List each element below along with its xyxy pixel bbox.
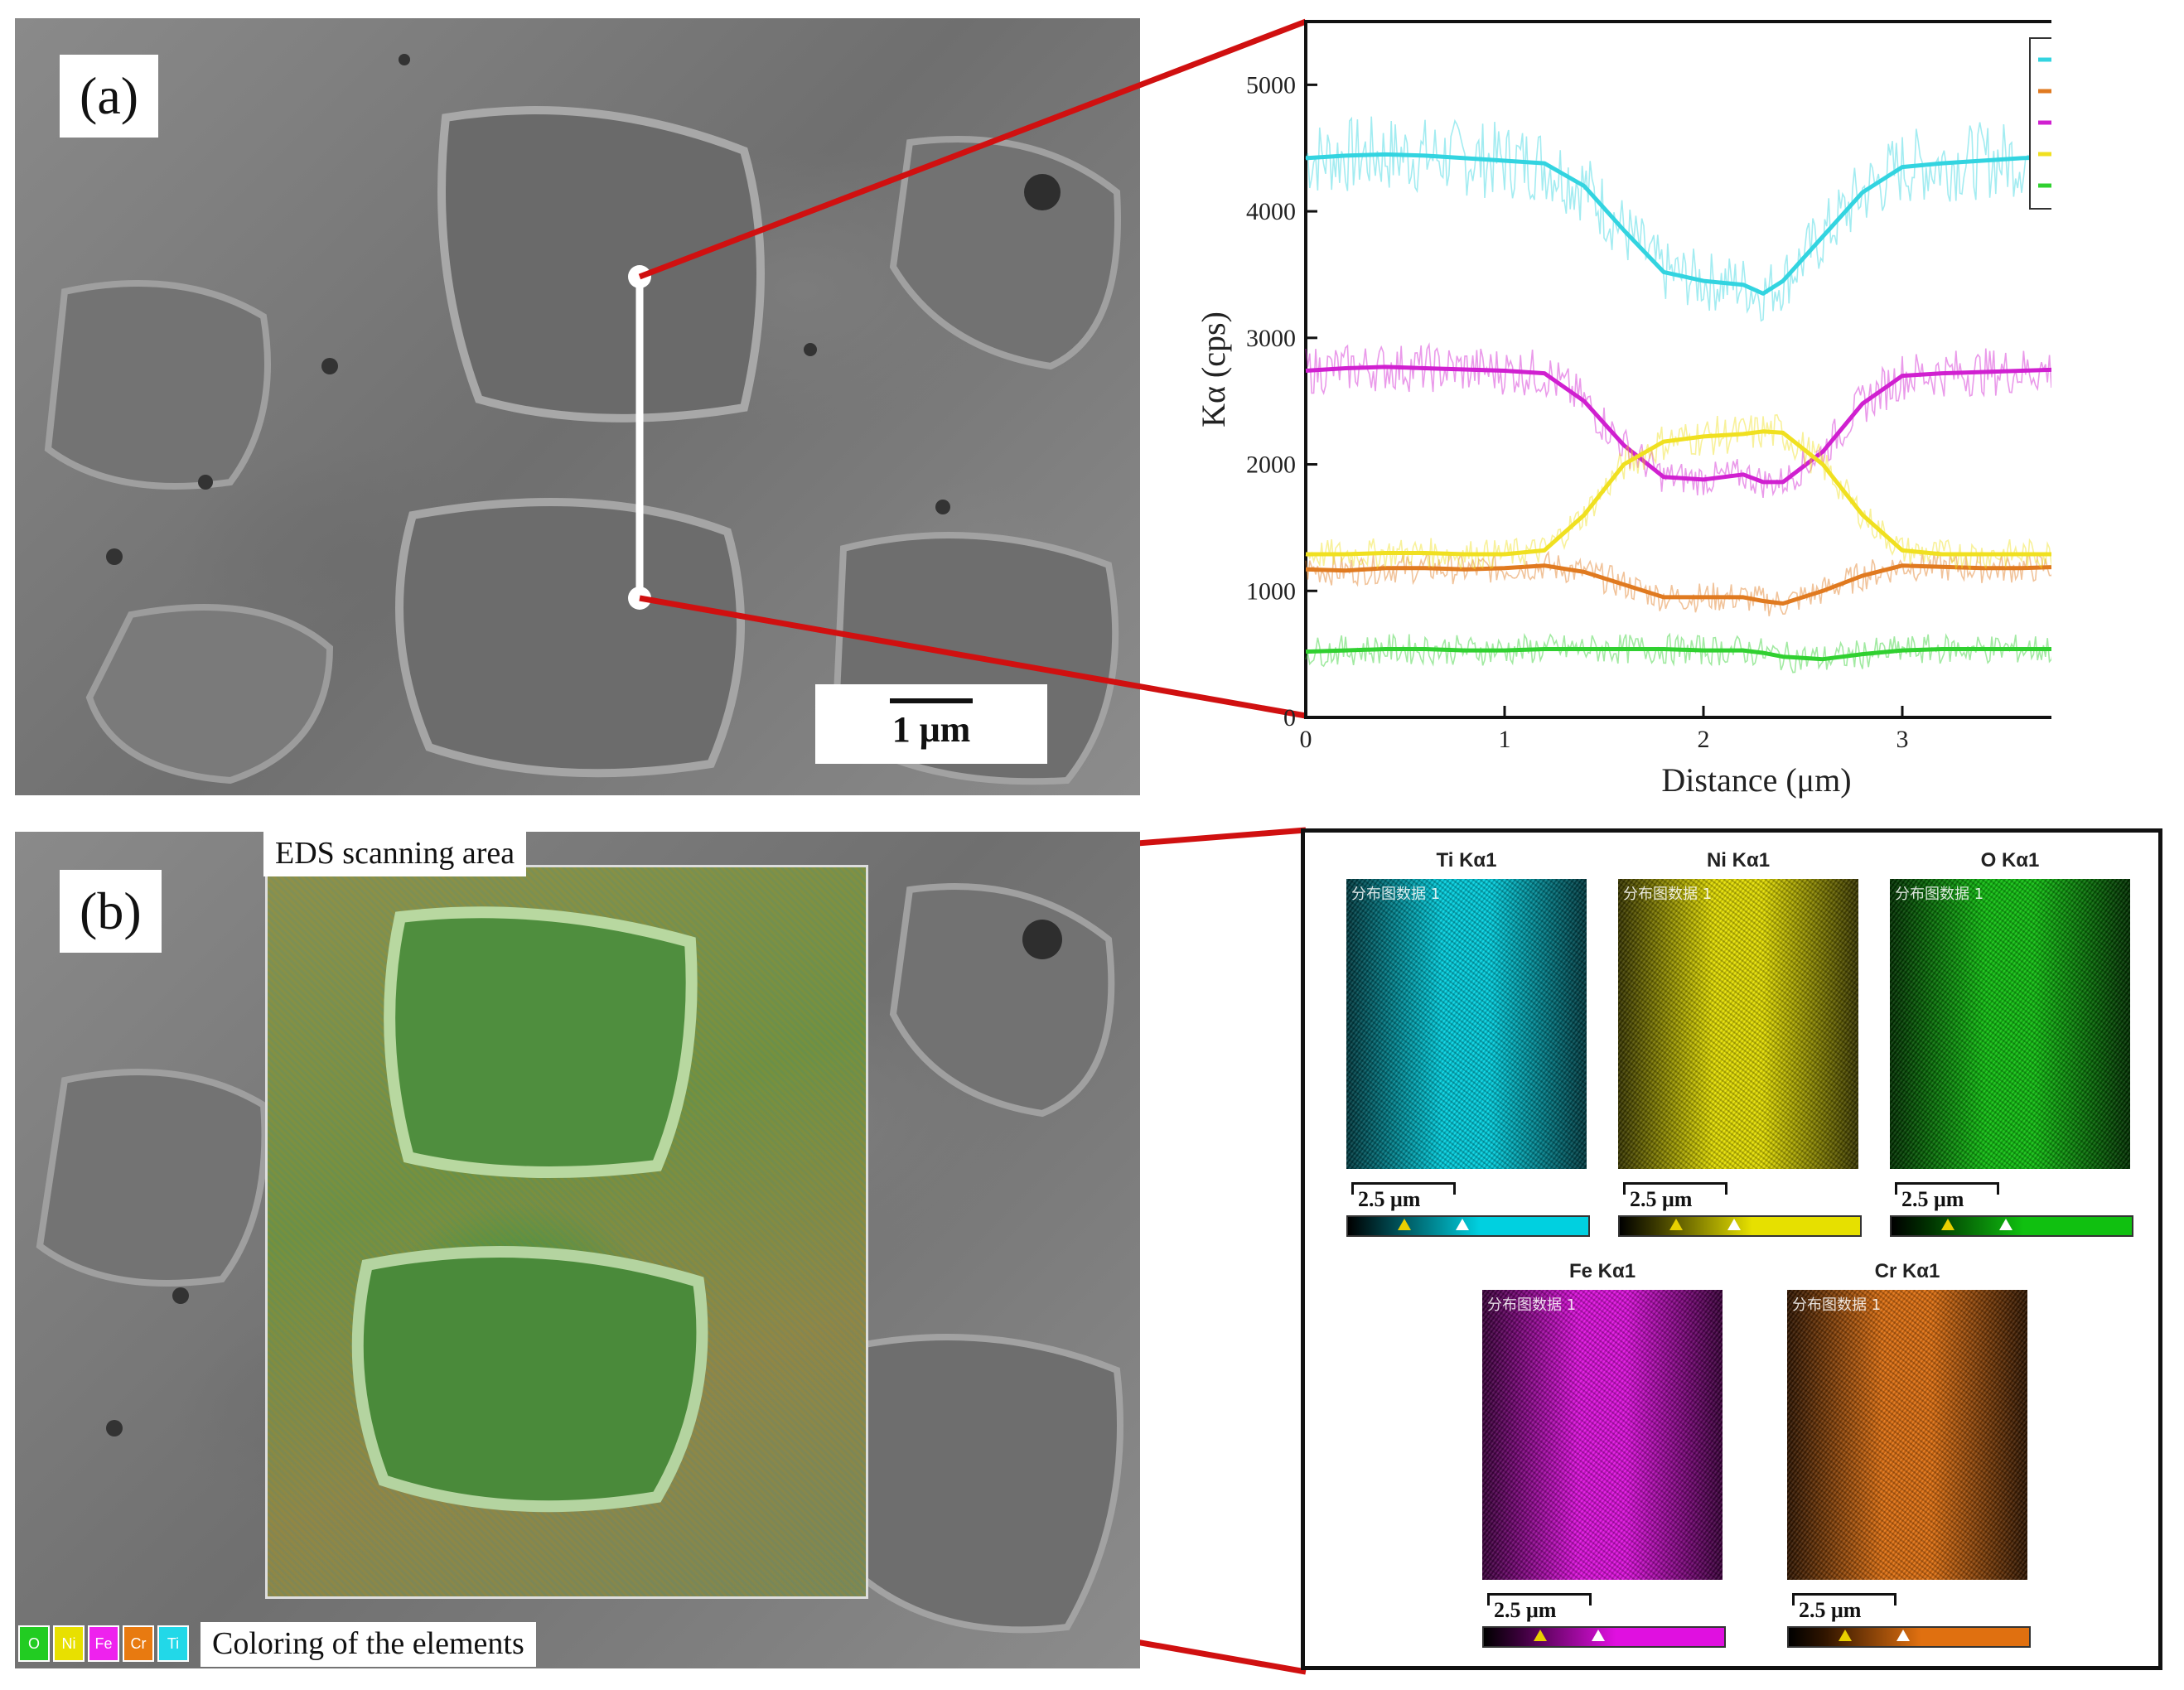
colorbar-marker xyxy=(1534,1630,1547,1641)
eds-scanning-area xyxy=(265,865,868,1599)
eds-map-title: O Kα1 xyxy=(1980,849,2040,872)
legend-swatch-fe: Fe xyxy=(88,1625,119,1662)
coloring-label: Coloring of the elements xyxy=(201,1622,536,1667)
y-tick-label: 0 xyxy=(1283,704,1296,732)
legend-swatch-cr: Cr xyxy=(123,1625,154,1662)
legend-swatch-ni: Ni xyxy=(53,1625,85,1662)
scale-bar-a: 1 μm xyxy=(815,684,1047,764)
x-tick-label: 2 xyxy=(1698,726,1710,753)
x-tick-label: 1 xyxy=(1499,726,1511,753)
eds-map-colorbar xyxy=(1482,1626,1726,1648)
eds-map-image: 分布图数据 1 xyxy=(1346,879,1587,1169)
x-tick-label: 3 xyxy=(1897,726,1909,753)
eds-map-watermark: 分布图数据 1 xyxy=(1623,886,1713,903)
scale-bar-tick xyxy=(1623,1182,1727,1195)
colorbar-marker xyxy=(1839,1630,1852,1641)
colorbar-marker xyxy=(1398,1219,1411,1230)
panel-b-label: (b) xyxy=(60,870,162,953)
series-noise-o xyxy=(1305,632,2051,674)
series-line-ni xyxy=(1306,429,2051,557)
colorbar-marker xyxy=(1456,1219,1469,1230)
series-noise-ti xyxy=(1305,116,2051,322)
eds-map-frame: Ti Kα1 分布图数据 1 2.5 μm Ni Kα1 分布图数据 1 2.5 μm O … xyxy=(1301,828,2162,1670)
eds-map-colorbar xyxy=(1890,1215,2133,1237)
series-noise-cr xyxy=(1305,550,2051,616)
chart-ylabel: Kα (cps) xyxy=(1195,311,1232,427)
eds-map-watermark: 分布图数据 1 xyxy=(1487,1296,1577,1314)
colorbar-marker xyxy=(1999,1219,2012,1230)
eds-map-title: Fe Kα1 xyxy=(1568,1260,1636,1282)
y-tick-label: 3000 xyxy=(1246,325,1296,352)
eds-map-colorbar xyxy=(1787,1626,2031,1648)
panel-a-label: (a) xyxy=(60,55,159,138)
legend-swatch-ti: Ti xyxy=(157,1625,189,1662)
element-color-legend: O Ni Fe Cr Ti xyxy=(18,1624,201,1663)
eds-map-scale-label: 2.5 μm xyxy=(1799,1598,1862,1622)
eds-map-title: Ni Kα1 xyxy=(1706,849,1771,872)
colorbar-marker xyxy=(1727,1219,1741,1230)
eds-map-image: 分布图数据 1 xyxy=(1618,879,1858,1169)
series-line-fe xyxy=(1305,365,2051,485)
eds-map-watermark: 分布图数据 1 xyxy=(1895,886,1984,903)
y-tick-label: 1000 xyxy=(1246,577,1296,605)
eds-map-scale-label: 2.5 μm xyxy=(1630,1187,1693,1211)
eds-map-colorbar xyxy=(1618,1215,1862,1237)
chart-legend: TiCrFeNiO xyxy=(2029,37,2051,210)
series-noise-fe xyxy=(1305,342,2051,499)
eds-map-title: Cr Kα1 xyxy=(1874,1260,1940,1282)
x-tick-label: 0 xyxy=(1300,726,1312,753)
eds-map-watermark: 分布图数据 1 xyxy=(1792,1296,1882,1314)
line-scan-chart: 01234010002000300040005000 Distance (μm)… xyxy=(1195,20,2051,799)
colorbar-marker xyxy=(1897,1630,1910,1641)
series-line-o xyxy=(1305,647,2051,662)
scale-bar-tick xyxy=(1792,1593,1897,1606)
y-tick-label: 4000 xyxy=(1246,198,1296,225)
eds-map-scale-label: 2.5 μm xyxy=(1901,1187,1964,1211)
scale-bar-tick xyxy=(1351,1182,1456,1195)
sem-texture-a xyxy=(44,54,1121,785)
scale-bar-tick xyxy=(1895,1182,1999,1195)
eds-map-colorbar xyxy=(1346,1215,1590,1237)
legend-swatch-o: O xyxy=(18,1625,50,1662)
series-line-cr xyxy=(1305,563,2051,606)
colorbar-marker xyxy=(1941,1219,1954,1230)
sem-image-a xyxy=(15,18,1140,795)
series-line-ti xyxy=(1305,152,2051,296)
eds-overlay-texture xyxy=(351,906,708,1513)
eds-map-scale-label: 2.5 μm xyxy=(1358,1187,1421,1211)
eds-map-scale-label: 2.5 μm xyxy=(1494,1598,1557,1622)
y-tick-label: 2000 xyxy=(1246,451,1296,479)
eds-map-watermark: 分布图数据 1 xyxy=(1351,886,1441,903)
eds-area-label: EDS scanning area xyxy=(263,832,527,876)
scale-bar-line xyxy=(890,698,973,703)
scale-bar-tick xyxy=(1487,1593,1592,1606)
chart-xlabel: Distance (μm) xyxy=(1661,761,1851,799)
eds-map-title: Ti Kα1 xyxy=(1436,849,1497,872)
eds-map-image: 分布图数据 1 xyxy=(1482,1290,1723,1580)
eds-map-image: 分布图数据 1 xyxy=(1787,1290,2027,1580)
colorbar-marker xyxy=(1669,1219,1683,1230)
series-noise-ni xyxy=(1305,413,2051,572)
scale-bar-label: 1 μm xyxy=(891,708,971,750)
eds-map-image: 分布图数据 1 xyxy=(1890,879,2130,1169)
sem-texture-b xyxy=(36,883,1123,1634)
colorbar-marker xyxy=(1592,1630,1605,1641)
y-tick-label: 5000 xyxy=(1246,71,1296,99)
